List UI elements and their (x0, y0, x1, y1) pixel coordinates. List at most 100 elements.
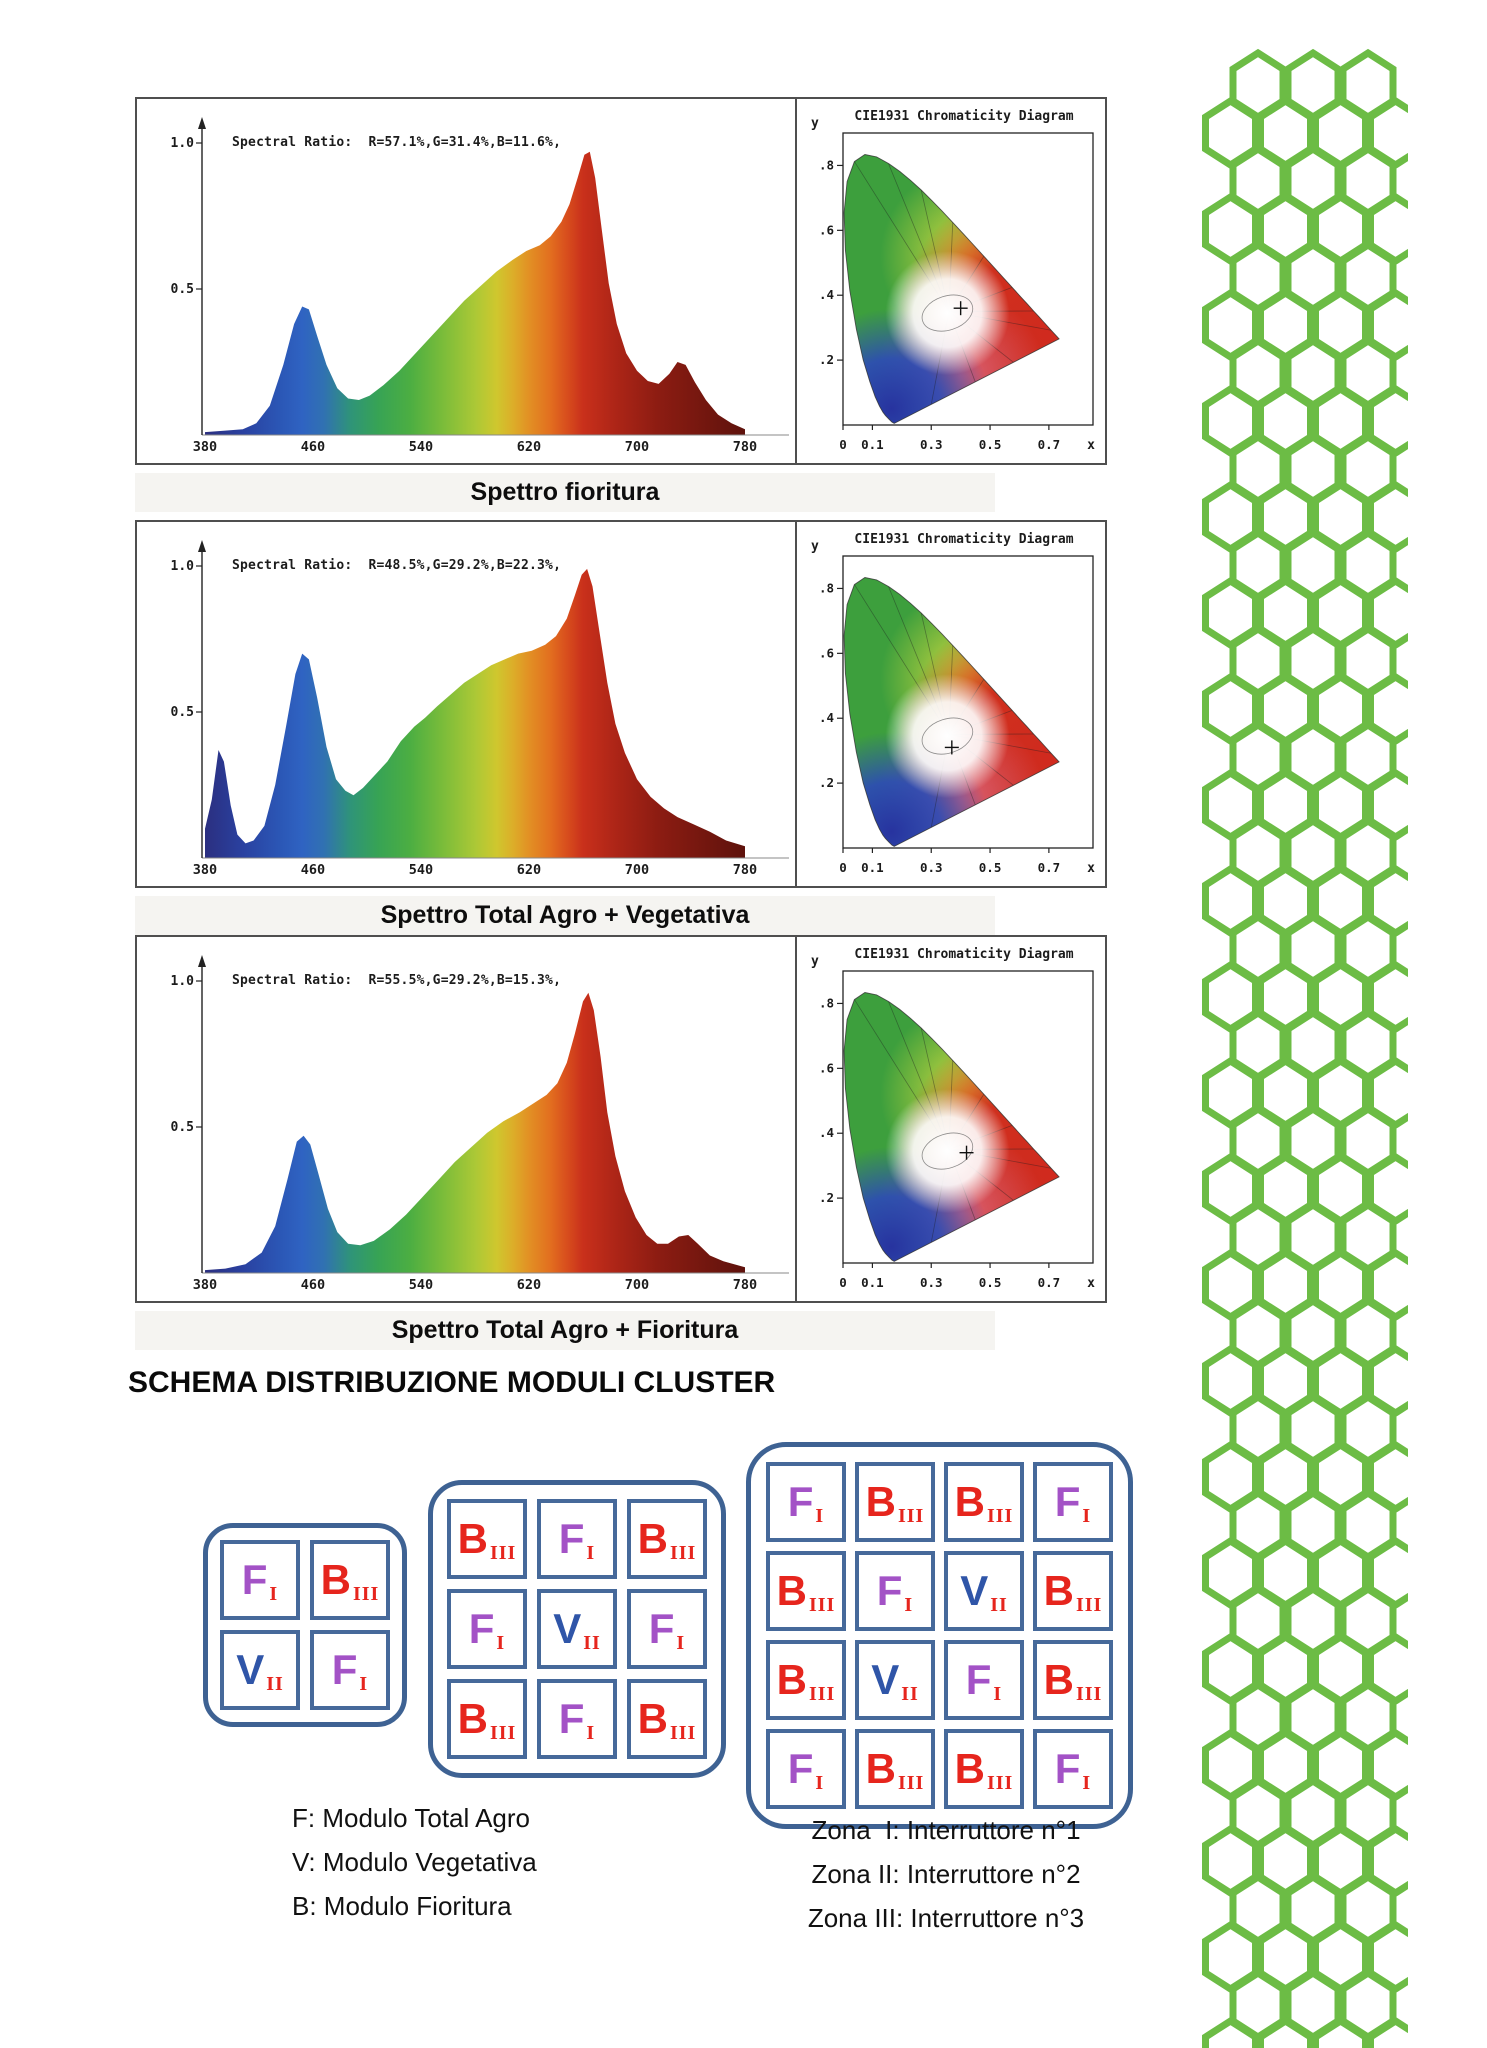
cie-y-tick-label: .4 (819, 710, 834, 725)
module-zone-numeral: II (583, 1631, 601, 1654)
y-axis-arrow (198, 955, 206, 967)
module-letter: B (1043, 1567, 1074, 1614)
honeycomb-pattern (1192, 36, 1424, 2048)
hexagon-outline (1257, 2016, 1314, 2048)
module-zone-numeral: I (676, 1631, 686, 1654)
module-letter: V (871, 1656, 900, 1703)
module-letter: B (776, 1656, 807, 1703)
cie-y-tick-label: .8 (819, 995, 834, 1010)
module-zone-numeral: I (359, 1672, 369, 1695)
legend-line-zona-1: Zona I: Interruttore n°1 (811, 1815, 1081, 1845)
cluster-grid-2x2: F I B III V II F I (203, 1523, 407, 1727)
cie-y-axis-label: y (811, 539, 819, 554)
module-cell: B III (310, 1540, 390, 1620)
module-zone-numeral: III (1075, 1682, 1103, 1705)
cie-y-tick-label: .6 (819, 645, 834, 660)
spectral-ratio-label: Spectral Ratio: R=57.1%,G=31.4%,B=11.6%, (232, 135, 562, 150)
cie-y-axis-label: y (811, 954, 819, 969)
cie-horseshoe (844, 992, 1060, 1262)
hexagon-outline (1202, 2016, 1259, 2048)
cie-panel: .8 .6 .4 .2 0 0.1 0.3 0.5 0.7 y x CIE1931 Chromati… (795, 99, 1105, 463)
cluster-grid-4x4: F I B III B III F I B III F I V II B III B III V II F I B III F I… (746, 1442, 1133, 1829)
x-tick-label: 380 (193, 1277, 217, 1293)
figure-caption: Spettro Total Agro + Fioritura (135, 1311, 995, 1350)
y-tick-label: 0.5 (171, 282, 194, 297)
module-zone-numeral: I (904, 1593, 914, 1616)
cie-diagram-title: CIE1931 Chromaticity Diagram (854, 532, 1074, 547)
x-tick-label: 380 (193, 862, 217, 878)
cie-horseshoe (844, 577, 1060, 847)
module-zone-numeral: II (990, 1593, 1008, 1616)
cie-x-tick-label: 0.1 (861, 1275, 884, 1290)
cie-x-tick-label: 0.7 (1038, 1275, 1061, 1290)
module-zone-numeral: III (489, 1721, 517, 1744)
figure-caption: Spettro fioritura (135, 473, 995, 512)
cie-plot-border (842, 132, 1094, 426)
cie-x-tick-label: 0.7 (1038, 437, 1061, 452)
x-tick-label: 380 (193, 439, 217, 455)
module-zone-numeral: III (1075, 1593, 1103, 1616)
module-zone-numeral: III (897, 1504, 925, 1527)
cie-y-tick-label: .6 (819, 222, 834, 237)
module-letter: B (865, 1745, 896, 1792)
cie-chart: .8 .6 .4 .2 0 0.1 0.3 0.5 0.7 y x (811, 539, 1095, 876)
cie-x-tick-label: 0.1 (861, 860, 884, 875)
module-letter: B (457, 1515, 488, 1562)
module-zone-numeral: III (897, 1771, 925, 1794)
cie-white-region-outline (921, 294, 974, 332)
module-letter: B (320, 1556, 351, 1603)
module-zone-numeral: I (1082, 1771, 1092, 1794)
module-letter: F (558, 1515, 585, 1562)
honeycomb-svg (1202, 48, 1424, 2048)
x-tick-label: 780 (733, 1277, 757, 1293)
legend-line-v: V: Modulo Vegetativa (292, 1847, 537, 1877)
x-tick-label: 620 (517, 862, 541, 878)
schema-section-title: SCHEMA DISTRIBUZIONE MODULI CLUSTER (128, 1366, 776, 1399)
x-tick-label: 540 (409, 439, 433, 455)
module-cell: B III (944, 1729, 1024, 1809)
module-cell: V II (855, 1640, 935, 1720)
module-cell: B III (447, 1679, 527, 1759)
cie-y-tick-label: .4 (819, 287, 834, 302)
module-cell: V II (944, 1551, 1024, 1631)
figure-spettro-total-agro-fioritura: 1.0 0.5 380 460 540 620 700 780 Spectral Ratio:… (135, 935, 1107, 1350)
cie-chart: .8 .6 .4 .2 0 0.1 0.3 0.5 0.7 y x (811, 954, 1095, 1291)
spectrum-curve (205, 568, 745, 858)
spectrum-chart: 1.0 0.5 380 460 540 620 700 780 (171, 955, 789, 1293)
module-letter: F (558, 1695, 585, 1742)
x-tick-label: 780 (733, 862, 757, 878)
figure-spettro-fioritura: 1.0 0.5 380 460 540 620 700 780 Spectral Ratio:… (135, 97, 1107, 512)
module-cell: B III (766, 1640, 846, 1720)
y-tick-label: 1.0 (171, 136, 195, 151)
module-zone-numeral: III (669, 1721, 697, 1744)
cie-plot-border (842, 970, 1094, 1264)
cie-x-tick-label: 0.5 (979, 437, 1002, 452)
hexagon-outline (1312, 2016, 1369, 2048)
module-letter: B (457, 1695, 488, 1742)
cie-white-region-outline (921, 1132, 974, 1170)
module-zone-numeral: I (586, 1721, 596, 1744)
x-tick-label: 460 (301, 439, 325, 455)
cie-x-tick-label: 0 (839, 437, 847, 452)
figure-frame: 1.0 0.5 380 460 540 620 700 780 Spectral Ratio:… (135, 520, 1107, 888)
cie-locus-outline (843, 577, 1060, 847)
module-zone-numeral: I (586, 1541, 596, 1564)
module-letter: F (1054, 1745, 1081, 1792)
x-tick-label: 780 (733, 439, 757, 455)
module-cell: B III (944, 1462, 1024, 1542)
y-tick-label: 1.0 (171, 559, 195, 574)
cie-x-tick-label: 0.7 (1038, 860, 1061, 875)
module-zone-numeral: I (815, 1771, 825, 1794)
legend-line-b: B: Modulo Fioritura (292, 1891, 512, 1921)
module-letter: F (241, 1556, 268, 1603)
module-letter: F (876, 1567, 903, 1614)
spectral-ratio-label: Spectral Ratio: R=48.5%,G=29.2%,B=22.3%, (232, 558, 562, 573)
